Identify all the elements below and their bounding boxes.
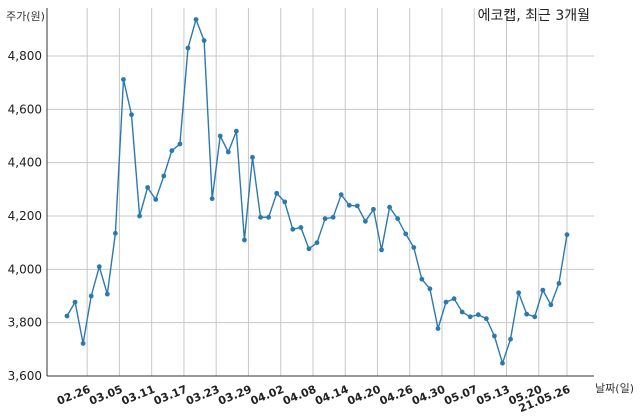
data-point <box>475 312 481 318</box>
data-point <box>145 185 151 190</box>
grid-layer <box>47 8 594 376</box>
data-point <box>217 133 223 139</box>
axis-layer <box>46 8 594 377</box>
data-point <box>112 230 118 236</box>
data-point <box>242 237 247 243</box>
data-point <box>346 202 352 208</box>
data-point <box>193 17 199 22</box>
data-point <box>540 287 546 293</box>
y-tick-labels: 3,600 3,800 4,000 4,200 4,400 4,600 4,800 <box>8 49 42 383</box>
data-point <box>266 214 272 220</box>
data-point <box>548 302 554 308</box>
data-point <box>250 154 255 160</box>
data-point <box>500 360 505 366</box>
data-point <box>233 128 239 134</box>
y-tick-label: 3,600 <box>8 369 42 383</box>
data-point <box>387 204 392 210</box>
y-tick-label: 4,400 <box>8 156 42 170</box>
data-point <box>185 45 191 51</box>
y-tick-label: 4,800 <box>8 49 42 63</box>
data-point <box>435 326 441 331</box>
data-point <box>161 173 167 179</box>
data-point <box>379 247 384 253</box>
x-tick-labels: 02.2603.0503.1103.1703.2303.2904.0204.08… <box>55 383 572 416</box>
data-point <box>72 299 78 305</box>
x-axis-label: 날짜(일) <box>595 381 634 395</box>
y-tick-label: 4,200 <box>8 209 42 223</box>
y-tick-label: 4,600 <box>8 102 42 116</box>
data-point <box>96 264 102 270</box>
y-tick-label: 3,800 <box>8 316 42 330</box>
data-point <box>492 333 497 339</box>
data-point <box>169 148 175 154</box>
data-point <box>443 299 449 305</box>
data-point <box>88 293 94 299</box>
data-point <box>467 314 473 320</box>
data-point <box>403 231 409 237</box>
data-point <box>314 240 320 246</box>
data-point <box>121 77 126 82</box>
data-point <box>64 313 70 319</box>
data-point <box>516 290 522 296</box>
data-point <box>104 291 110 297</box>
data-point <box>451 296 457 302</box>
data-point <box>338 192 344 198</box>
data-point <box>362 218 368 224</box>
data-point <box>282 199 288 205</box>
y-axis-label: 주가(원) <box>6 10 45 23</box>
data-point <box>330 214 336 220</box>
data-point <box>532 314 538 320</box>
data-point <box>322 216 328 222</box>
series-points <box>64 17 570 366</box>
data-point <box>274 190 280 196</box>
data-point <box>371 206 376 212</box>
chart-title: 에코캡, 최근 3개월 <box>478 8 590 24</box>
data-point <box>306 246 312 252</box>
data-point <box>556 281 562 286</box>
data-point <box>153 197 159 202</box>
data-point <box>564 232 570 238</box>
data-point <box>225 149 231 155</box>
data-point <box>201 38 207 43</box>
data-point <box>137 213 142 219</box>
data-point <box>427 286 433 292</box>
y-tick-label: 4,000 <box>8 262 42 276</box>
data-point <box>80 341 86 346</box>
data-point <box>508 336 513 342</box>
series-line <box>66 17 568 366</box>
data-point <box>258 214 263 220</box>
data-point <box>419 276 425 282</box>
data-point <box>354 203 360 209</box>
data-point <box>298 225 304 230</box>
data-point <box>459 309 465 315</box>
data-point <box>411 245 417 250</box>
data-point <box>129 112 134 118</box>
data-point <box>290 226 296 232</box>
data-point <box>483 316 489 322</box>
data-point <box>177 141 183 147</box>
data-point <box>395 216 401 222</box>
data-point <box>524 311 530 317</box>
data-point <box>209 196 215 202</box>
